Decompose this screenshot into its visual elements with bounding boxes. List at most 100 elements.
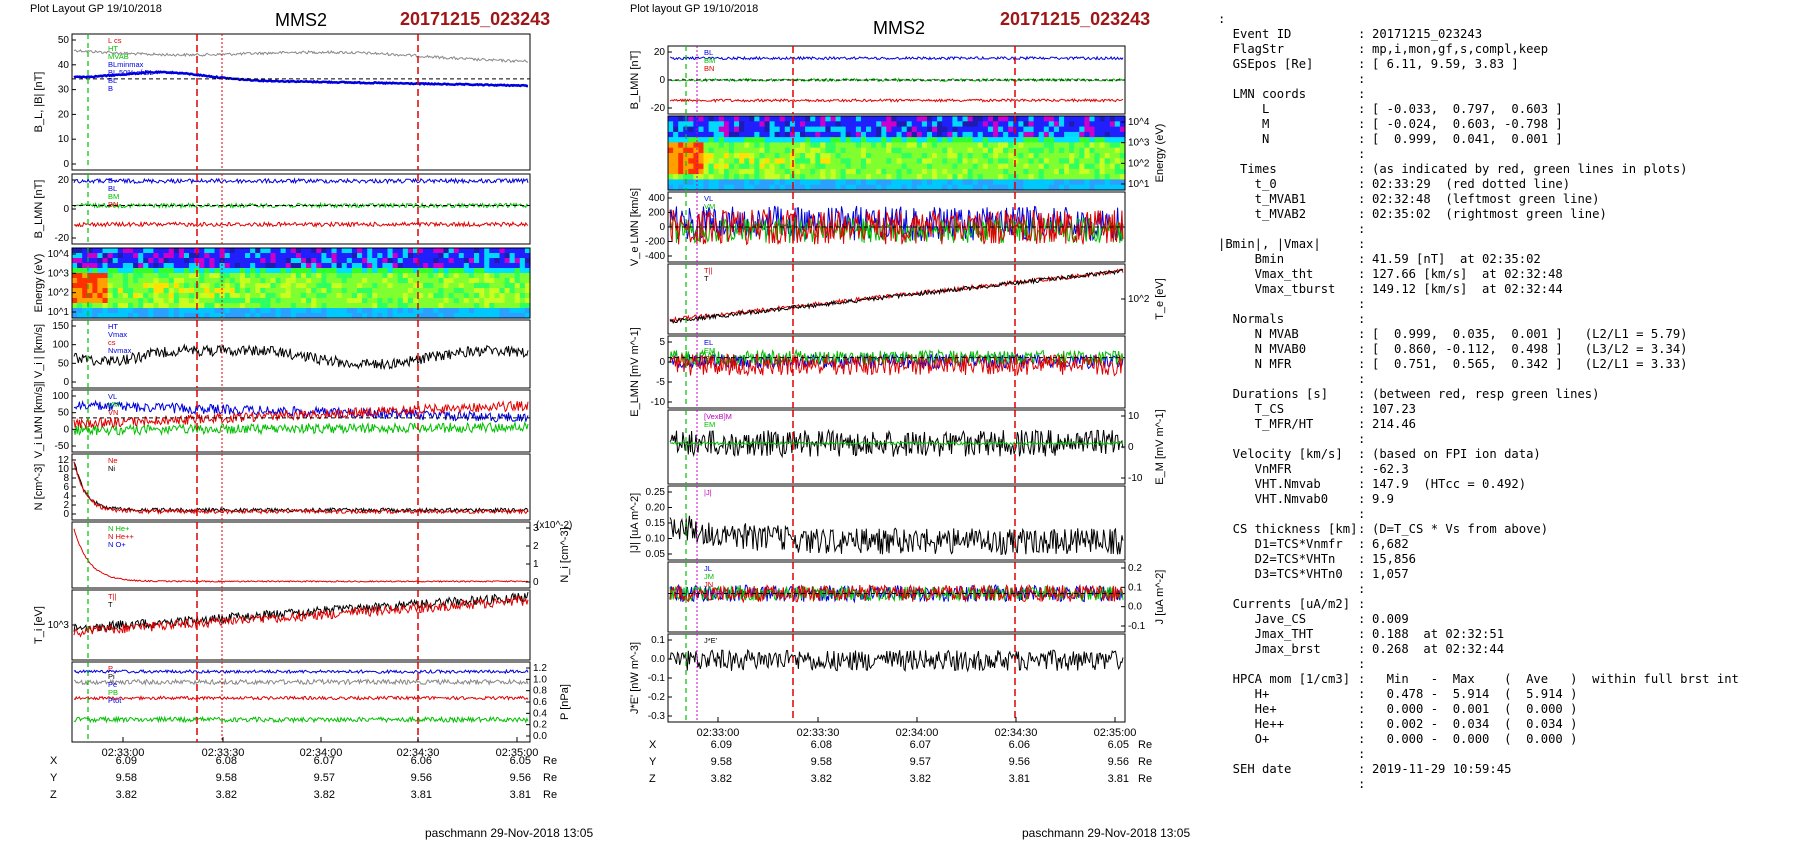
spectrogram-cell bbox=[295, 263, 302, 269]
y-axis-label: Energy (eV) bbox=[1154, 124, 1166, 183]
spectrogram-cell bbox=[367, 268, 373, 274]
spectrogram-cell bbox=[754, 168, 760, 175]
spectrogram-cell bbox=[290, 308, 297, 314]
spectrogram-cell bbox=[693, 137, 700, 143]
y-axis-label: V_e LMN [km/s] bbox=[629, 188, 641, 266]
info-key: Times bbox=[1218, 162, 1277, 176]
spectrogram-cell bbox=[316, 278, 322, 284]
spectrogram-cell bbox=[840, 163, 847, 170]
spectrogram-cell bbox=[1074, 116, 1080, 122]
spectrogram-cell bbox=[306, 278, 312, 284]
y-tick-label: 50 bbox=[58, 408, 70, 419]
spectrogram-cell bbox=[1089, 184, 1096, 191]
spectrogram-cell bbox=[718, 126, 725, 133]
spectrogram-cell bbox=[693, 142, 700, 149]
spectrogram-cell bbox=[336, 263, 343, 269]
spectrogram-cell bbox=[1048, 126, 1055, 133]
spectrogram-cell bbox=[509, 303, 516, 309]
spectrogram-cell bbox=[239, 303, 246, 309]
position-value: 3.81 bbox=[510, 789, 531, 801]
spectrogram-cell bbox=[739, 131, 745, 138]
spectrogram-cell bbox=[255, 293, 261, 299]
spectrogram-cell bbox=[972, 126, 979, 133]
spectrogram-cell bbox=[128, 263, 134, 269]
spectrogram-cell bbox=[678, 158, 684, 165]
spectrogram-cell bbox=[688, 174, 694, 180]
spectrogram-cell bbox=[927, 158, 933, 165]
spectrogram-cell bbox=[962, 158, 969, 165]
y-tick-label: 50 bbox=[58, 35, 70, 46]
spectrogram-cell bbox=[168, 248, 175, 254]
spectrogram-cell bbox=[428, 303, 434, 309]
spectrogram-cell bbox=[479, 263, 485, 269]
spectrogram-cell bbox=[1028, 163, 1035, 170]
spectrogram-cell bbox=[336, 278, 343, 284]
info-colon: : bbox=[1358, 657, 1366, 671]
spectrogram-cell bbox=[153, 263, 160, 269]
spectrogram-cell bbox=[713, 121, 720, 128]
info-colon: : bbox=[1358, 612, 1366, 626]
spectrogram-cell bbox=[97, 268, 104, 274]
spectrogram-cell bbox=[703, 179, 710, 186]
spectrogram-cell bbox=[693, 126, 700, 133]
spectrogram-cell bbox=[92, 268, 99, 274]
spectrogram-cell bbox=[754, 137, 760, 143]
spectrogram-cell bbox=[204, 298, 210, 304]
spectrogram-cell bbox=[82, 263, 88, 269]
spectrogram-cell bbox=[815, 147, 821, 154]
spectrogram-cell bbox=[173, 288, 180, 294]
spectrogram-cell bbox=[993, 184, 999, 191]
spectrogram-cell bbox=[117, 298, 124, 304]
spectrogram-cell bbox=[1074, 158, 1080, 165]
info-colon: : bbox=[1358, 777, 1366, 791]
spectrogram-cell bbox=[418, 253, 424, 259]
plot2-header: Plot layout GP 19/10/2018 bbox=[630, 3, 758, 15]
spectrogram-cell bbox=[377, 263, 383, 269]
info-colon: : bbox=[1358, 522, 1366, 536]
info-key: |Bmin|, |Vmax| bbox=[1218, 237, 1321, 251]
spectrogram-cell bbox=[448, 258, 455, 264]
spectrogram-cell bbox=[148, 283, 154, 289]
spectrogram-cell bbox=[138, 263, 144, 269]
spectrogram-cell bbox=[499, 258, 506, 264]
spectrogram-cell bbox=[749, 153, 755, 159]
spectrogram-cell bbox=[301, 273, 307, 279]
spectrogram-cell bbox=[820, 153, 826, 159]
spectrogram-cell bbox=[911, 179, 918, 186]
info-key: Velocity [km/s] bbox=[1218, 447, 1343, 461]
spectrogram-cell bbox=[112, 288, 119, 294]
spectrogram-cell bbox=[1114, 179, 1121, 186]
spectrogram-cell bbox=[810, 168, 816, 175]
spectrogram-cell bbox=[891, 174, 898, 180]
spectrogram-cell bbox=[987, 137, 994, 143]
info-key: He++ bbox=[1218, 717, 1285, 731]
spectrogram-cell bbox=[270, 263, 277, 269]
spectrogram-cell bbox=[387, 268, 394, 274]
y-tick-label: 100 bbox=[52, 340, 69, 351]
spectrogram-cell bbox=[998, 153, 1004, 159]
spectrogram-cell bbox=[143, 288, 149, 294]
spectrogram-cell bbox=[163, 263, 170, 269]
spectrogram-cell bbox=[1079, 116, 1085, 122]
spectrogram-cell bbox=[927, 163, 933, 170]
spectrogram-cell bbox=[850, 147, 857, 154]
position-value: 3.82 bbox=[711, 773, 732, 785]
spectrogram-cell bbox=[927, 174, 933, 180]
spectrogram-cell bbox=[346, 253, 353, 259]
spectrogram-cell bbox=[1119, 174, 1126, 180]
y-tick-label: 0.2 bbox=[1128, 563, 1142, 574]
spectrogram-cell bbox=[1104, 126, 1111, 133]
spectrogram-cell bbox=[438, 263, 445, 269]
info-colon: : bbox=[1358, 762, 1366, 776]
spectrogram-cell bbox=[474, 268, 480, 274]
spectrogram-cell bbox=[840, 121, 847, 128]
spectrogram-cell bbox=[153, 288, 160, 294]
spectrogram-cell bbox=[433, 248, 439, 254]
spectrogram-cell bbox=[957, 163, 964, 170]
middle-plot: Plot layout GP 19/10/2018 MMS2 20171215_… bbox=[629, 3, 1190, 840]
position-value: 9.56 bbox=[1009, 756, 1030, 768]
spectrogram-cell bbox=[341, 283, 348, 289]
spectrogram-cell bbox=[967, 174, 974, 180]
spectrogram-cell bbox=[362, 313, 368, 319]
